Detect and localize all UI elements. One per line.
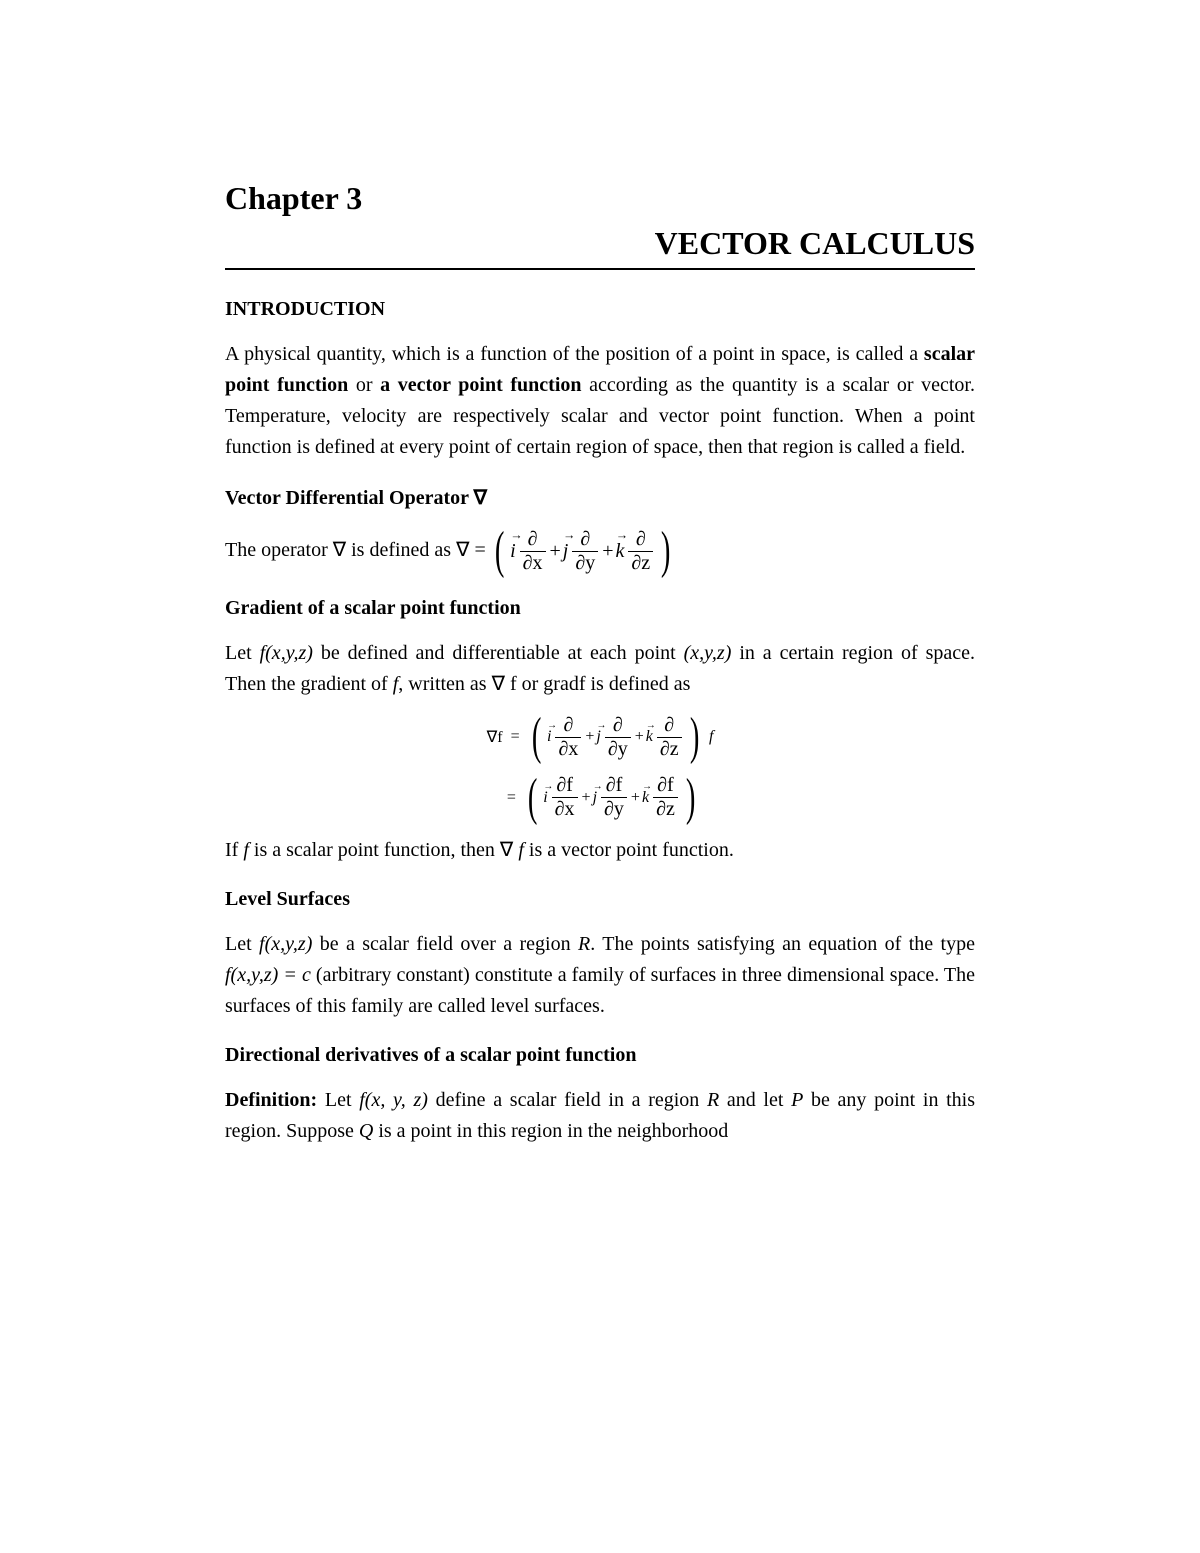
- paren-right: ): [690, 714, 700, 761]
- fraction: ∂∂y: [572, 529, 598, 574]
- equals: =: [507, 789, 516, 807]
- vec-j: j: [596, 728, 600, 746]
- vec-k: k: [616, 536, 625, 567]
- text: is a point in this region in the neighbo…: [373, 1120, 728, 1142]
- paren-right: ): [661, 528, 671, 575]
- text: define a scalar field in a region: [428, 1089, 707, 1111]
- vec-i: i: [543, 789, 547, 807]
- plus: +: [635, 728, 644, 746]
- chapter-title: VECTOR CALCULUS: [225, 225, 975, 262]
- fraction: ∂∂z: [628, 529, 653, 574]
- text-italic: P: [791, 1089, 803, 1111]
- paren-right: ): [686, 775, 696, 822]
- directional-paragraph: Definition: Let f(x, y, z) define a scal…: [225, 1085, 975, 1147]
- fraction: ∂f∂z: [653, 775, 678, 820]
- section-heading-directional: Directional derivatives of a scalar poin…: [225, 1044, 975, 1067]
- diffop-paragraph: The operator ∇ is defined as ∇ = ( i ∂∂x…: [225, 528, 975, 575]
- text: (arbitrary constant) constitute a family…: [225, 964, 975, 1017]
- text-bold: Definition:: [225, 1089, 317, 1111]
- plus: +: [585, 728, 594, 746]
- vec-i: i: [510, 536, 516, 567]
- fraction: ∂f∂y: [601, 775, 627, 820]
- paren-left: (: [495, 528, 505, 575]
- vec-j: j: [563, 536, 569, 567]
- equals: =: [511, 728, 520, 746]
- text-italic: R: [578, 933, 590, 955]
- vec-j: j: [593, 789, 597, 807]
- text-italic: R: [707, 1089, 719, 1111]
- plus: +: [602, 536, 613, 567]
- section-heading-diffop: Vector Differential Operator ∇: [225, 485, 975, 510]
- gradient-equation-2: = ( i ∂f∂x + j ∂f∂y + k ∂f∂z ): [225, 775, 975, 822]
- text-italic: f(x, y, z): [359, 1089, 428, 1111]
- text: . The points satisfying an equation of t…: [590, 933, 975, 955]
- text: Let: [317, 1089, 359, 1111]
- nabla-f: ∇f: [487, 727, 503, 747]
- text-italic: Q: [359, 1120, 373, 1142]
- text: If: [225, 839, 243, 861]
- text-italic: f(x,y,z) = c: [225, 964, 311, 986]
- fraction: ∂∂y: [605, 715, 631, 760]
- gradient-paragraph: Let f(x,y,z) be defined and differentiab…: [225, 638, 975, 700]
- vec-i: i: [547, 728, 551, 746]
- text: or: [348, 374, 380, 396]
- vec-k: k: [642, 789, 649, 807]
- plus: +: [550, 536, 561, 567]
- text: Let: [225, 933, 259, 955]
- page: Chapter 3 VECTOR CALCULUS INTRODUCTION A…: [0, 0, 1200, 1553]
- text: Let: [225, 642, 260, 664]
- gradient-equation-1: ∇f = ( i ∂∂x + j ∂∂y + k ∂∂z ) f: [225, 714, 975, 761]
- intro-paragraph: A physical quantity, which is a function…: [225, 339, 975, 463]
- paren-left: (: [532, 714, 542, 761]
- plus: +: [631, 789, 640, 807]
- plus: +: [582, 789, 591, 807]
- text: be defined and differentiable at each po…: [313, 642, 684, 664]
- fraction: ∂∂z: [657, 715, 682, 760]
- vec-k: k: [646, 728, 653, 746]
- nabla-definition-equation: ( i ∂∂x + j ∂∂y + k ∂∂z ): [491, 528, 675, 575]
- text-italic: (x,y,z): [684, 642, 732, 664]
- text-italic: f(x,y,z): [259, 933, 312, 955]
- gradient-after-paragraph: If f is a scalar point function, then ∇ …: [225, 835, 975, 866]
- text: The operator ∇ is defined as ∇ =: [225, 539, 491, 561]
- fraction: ∂∂x: [520, 529, 546, 574]
- text: A physical quantity, which is a function…: [225, 343, 924, 365]
- f: f: [709, 728, 713, 746]
- text-italic: f(x,y,z): [260, 642, 313, 664]
- fraction: ∂f∂x: [552, 775, 578, 820]
- chapter-label: Chapter 3: [225, 180, 975, 217]
- section-heading-level: Level Surfaces: [225, 888, 975, 911]
- text: is a vector point function.: [524, 839, 734, 861]
- fraction: ∂∂x: [555, 715, 581, 760]
- text-bold: a vector point function: [380, 374, 581, 396]
- section-heading-introduction: INTRODUCTION: [225, 298, 975, 321]
- text: and let: [719, 1089, 791, 1111]
- section-heading-gradient: Gradient of a scalar point function: [225, 597, 975, 620]
- title-rule: [225, 268, 975, 270]
- text: is a scalar point function, then ∇: [249, 839, 518, 861]
- level-paragraph: Let f(x,y,z) be a scalar field over a re…: [225, 929, 975, 1022]
- text: , written as ∇ f or gradf is defined as: [398, 673, 690, 695]
- paren-left: (: [528, 775, 538, 822]
- text: be a scalar field over a region: [312, 933, 578, 955]
